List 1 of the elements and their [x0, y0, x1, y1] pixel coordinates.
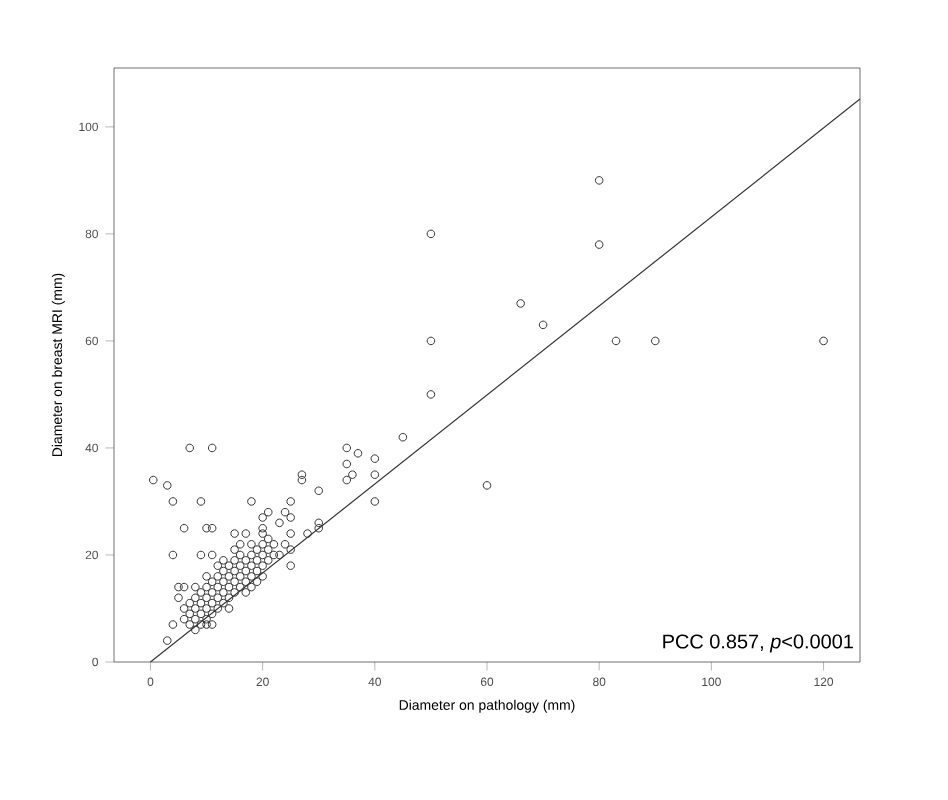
annotation: PCC 0.857, p<0.0001 — [663, 634, 853, 653]
